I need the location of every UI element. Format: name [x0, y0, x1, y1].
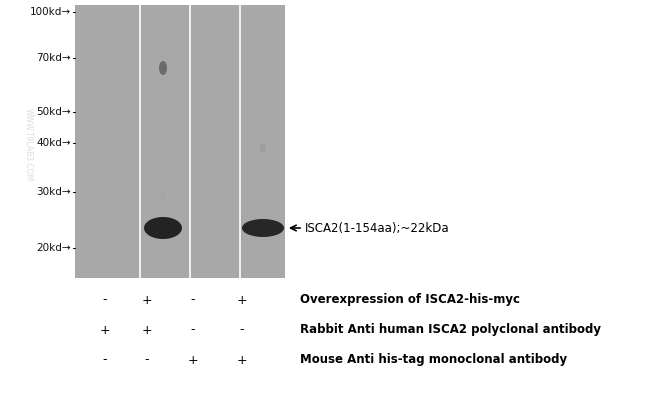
Text: -: -	[190, 294, 195, 307]
Text: 50kd→: 50kd→	[36, 107, 71, 117]
Ellipse shape	[160, 191, 166, 199]
Text: +: +	[188, 353, 198, 366]
Text: 70kd→: 70kd→	[36, 53, 71, 63]
Ellipse shape	[260, 143, 266, 153]
Text: 100kd→: 100kd→	[30, 7, 71, 17]
Text: +: +	[142, 323, 152, 336]
Text: -: -	[103, 353, 107, 366]
Text: 20kd→: 20kd→	[36, 243, 71, 253]
Bar	[75, 5, 285, 278]
Text: -: -	[145, 353, 150, 366]
Text: -: -	[103, 294, 107, 307]
Text: Overexpression of ISCA2-his-myc: Overexpression of ISCA2-his-myc	[300, 294, 520, 307]
Text: Mouse Anti his-tag monoclonal antibody: Mouse Anti his-tag monoclonal antibody	[300, 353, 567, 366]
Text: 40kd→: 40kd→	[36, 138, 71, 148]
Text: +: +	[237, 353, 247, 366]
Text: ISCA2(1-154aa);~22kDa: ISCA2(1-154aa);~22kDa	[305, 221, 450, 234]
Text: -: -	[190, 323, 195, 336]
Text: +: +	[142, 294, 152, 307]
Text: Rabbit Anti human ISCA2 polyclonal antibody: Rabbit Anti human ISCA2 polyclonal antib…	[300, 323, 601, 336]
Ellipse shape	[159, 61, 167, 75]
Ellipse shape	[144, 217, 182, 239]
Text: WWW.T9LAB3.COM: WWW.T9LAB3.COM	[23, 108, 32, 182]
Text: +: +	[237, 294, 247, 307]
Text: +: +	[99, 323, 111, 336]
Text: 30kd→: 30kd→	[36, 187, 71, 197]
Ellipse shape	[242, 219, 284, 237]
Ellipse shape	[112, 161, 118, 169]
Text: -: -	[240, 323, 244, 336]
